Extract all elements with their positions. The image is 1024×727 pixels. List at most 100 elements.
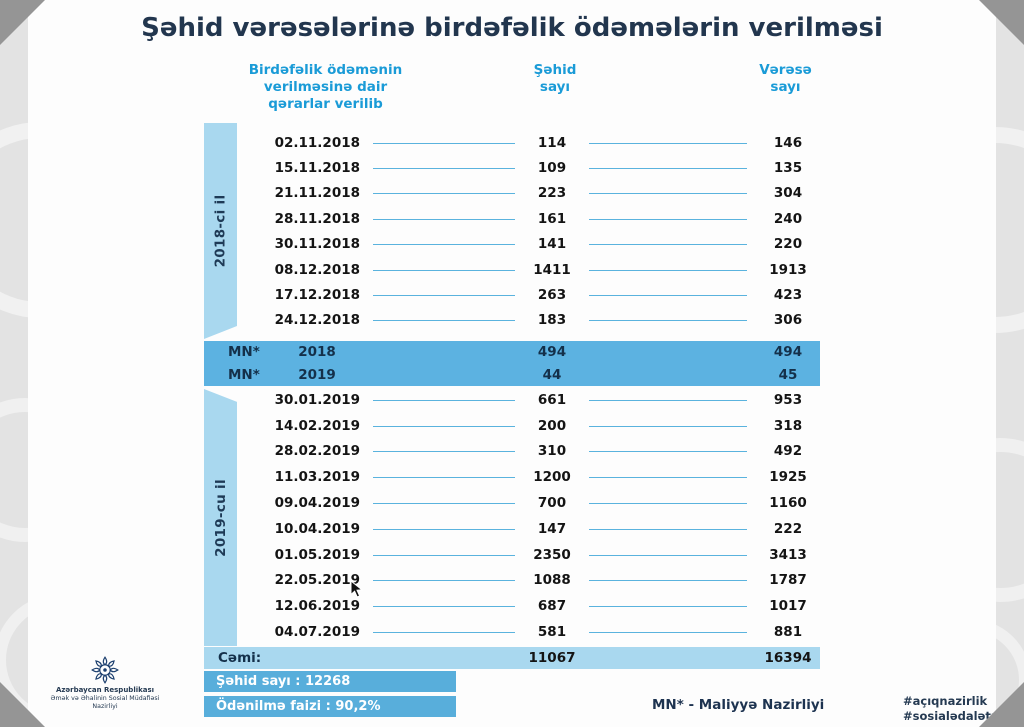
verese-count: 1017 [769, 598, 807, 615]
shehid-count: 700 [537, 495, 567, 512]
shehid-count: 114 [537, 134, 567, 151]
connector-line [580, 130, 756, 155]
header-line: Vərəsə [759, 62, 812, 78]
connector-line [580, 568, 756, 594]
ministry-emblem-icon [91, 656, 119, 684]
mn-verese-count: 494 [773, 344, 803, 361]
table-row: 14.02.2019 200 318 [204, 413, 820, 439]
year-band-2019: 2019-cu il [204, 389, 237, 646]
table-row: 28.11.2018 161 240 [204, 206, 820, 231]
verese-count: 318 [773, 417, 803, 434]
verese-count: 1925 [769, 469, 807, 486]
column-header-decisions: Birdəfəlik ödəmənin verilməsinə dair qər… [228, 62, 423, 113]
table-row: 01.05.2019 2350 3413 [204, 542, 820, 568]
connector-line [364, 464, 524, 490]
table-row: 02.11.2018 114 146 [204, 130, 820, 155]
verese-count: 953 [773, 391, 803, 408]
connector-line [364, 181, 524, 206]
mn-year: 2018 [298, 344, 336, 361]
connector-line [364, 568, 524, 594]
shehid-count: 183 [537, 312, 567, 329]
verese-count: 881 [773, 624, 803, 641]
decision-date: 24.12.2018 [274, 312, 360, 329]
connector-line [364, 308, 524, 333]
mouse-cursor-icon [350, 580, 364, 598]
mn-label: MN* [228, 344, 260, 361]
verese-count: 1913 [769, 261, 807, 278]
decision-date: 02.11.2018 [274, 134, 360, 151]
total-label: Cəmi: [218, 650, 262, 666]
column-header-verese: Vərəsə sayı [728, 62, 843, 96]
connector-line [580, 387, 756, 413]
connector-line [580, 439, 756, 465]
table-row: 15.11.2018 109 135 [204, 155, 820, 180]
total-shehid-count: 11067 [528, 650, 576, 666]
shehid-count: 1088 [533, 572, 571, 589]
rows-2019: 30.01.2019 661 953 14.02.2019 200 318 28… [204, 387, 820, 645]
verese-count: 306 [773, 312, 803, 329]
connector-line [364, 516, 524, 542]
table-row: 09.04.2019 700 1160 [204, 490, 820, 516]
connector-line [580, 542, 756, 568]
verese-count: 304 [773, 185, 803, 202]
total-row: Cəmi: 11067 16394 [204, 647, 820, 669]
shehid-count: 109 [537, 160, 567, 177]
connector-line [364, 282, 524, 307]
decision-date: 11.03.2019 [274, 469, 360, 486]
table-row: 21.11.2018 223 304 [204, 181, 820, 206]
corner-decoration-bottom-right [979, 682, 1024, 727]
header-line: sayı [539, 79, 571, 95]
total-verese-count: 16394 [764, 650, 812, 666]
decision-date: 09.04.2019 [274, 495, 360, 512]
connector-line [580, 308, 756, 333]
table-row: 08.12.2018 1411 1913 [204, 257, 820, 282]
connector-line [580, 516, 756, 542]
connector-line [580, 490, 756, 516]
hashtag-acqnazirlik: #açıqnazirlik [903, 694, 988, 708]
table-row: 11.03.2019 1200 1925 [204, 464, 820, 490]
mn-shehid-count: 44 [542, 366, 562, 383]
mn-row-head: MN* 2018 [204, 341, 364, 364]
verese-count: 146 [773, 134, 803, 151]
mn-band: MN* 2018 494 494 MN* 2019 44 45 [204, 341, 820, 386]
mn-row: MN* 2019 44 45 [204, 364, 820, 387]
logo-text-line1: Azərbaycan Respublikası [55, 686, 155, 694]
table-row: 04.07.2019 581 881 [204, 619, 820, 645]
ministry-logo: Azərbaycan Respublikası Əmək və Əhalinin… [40, 656, 170, 711]
shehid-count: 1200 [533, 469, 571, 486]
logo-text-line2: Əmək və Əhalinin Sosial Müdafiəsi Nazirl… [50, 695, 160, 711]
connector-line [580, 593, 756, 619]
decision-date: 21.11.2018 [274, 185, 360, 202]
decision-date: 01.05.2019 [274, 546, 360, 563]
verese-count: 240 [773, 210, 803, 227]
connector-line [580, 282, 756, 307]
shehid-count: 1411 [533, 261, 571, 278]
verese-count: 423 [773, 287, 803, 304]
connector-line [364, 155, 524, 180]
connector-line [580, 413, 756, 439]
decision-date: 30.01.2019 [274, 391, 360, 408]
connector-line [364, 387, 524, 413]
footnote-mn: MN* - Maliyyə Nazirliyi [652, 697, 825, 713]
decision-date: 17.12.2018 [274, 287, 360, 304]
corner-decoration-bottom-left [0, 682, 45, 727]
header-line: verilməsinə dair [263, 79, 388, 95]
connector-line [580, 257, 756, 282]
summary-badge-percent: Ödənilmə faizi : 90,2% [204, 696, 456, 717]
decision-date: 08.12.2018 [274, 261, 360, 278]
verese-count: 1160 [769, 495, 807, 512]
shehid-count: 687 [537, 598, 567, 615]
connector-line [364, 593, 524, 619]
connector-line [364, 130, 524, 155]
mn-shehid-count: 494 [537, 344, 567, 361]
verese-count: 1787 [769, 572, 807, 589]
shehid-count: 263 [537, 287, 567, 304]
decision-date: 04.07.2019 [274, 624, 360, 641]
shehid-count: 2350 [533, 546, 571, 563]
page-title: Şəhid vərəsələrinə birdəfəlik ödəmələrin… [141, 13, 883, 43]
shehid-count: 141 [537, 236, 567, 253]
decision-date: 12.06.2019 [274, 598, 360, 615]
table-row: 30.01.2019 661 953 [204, 387, 820, 413]
connector-line [364, 619, 524, 645]
